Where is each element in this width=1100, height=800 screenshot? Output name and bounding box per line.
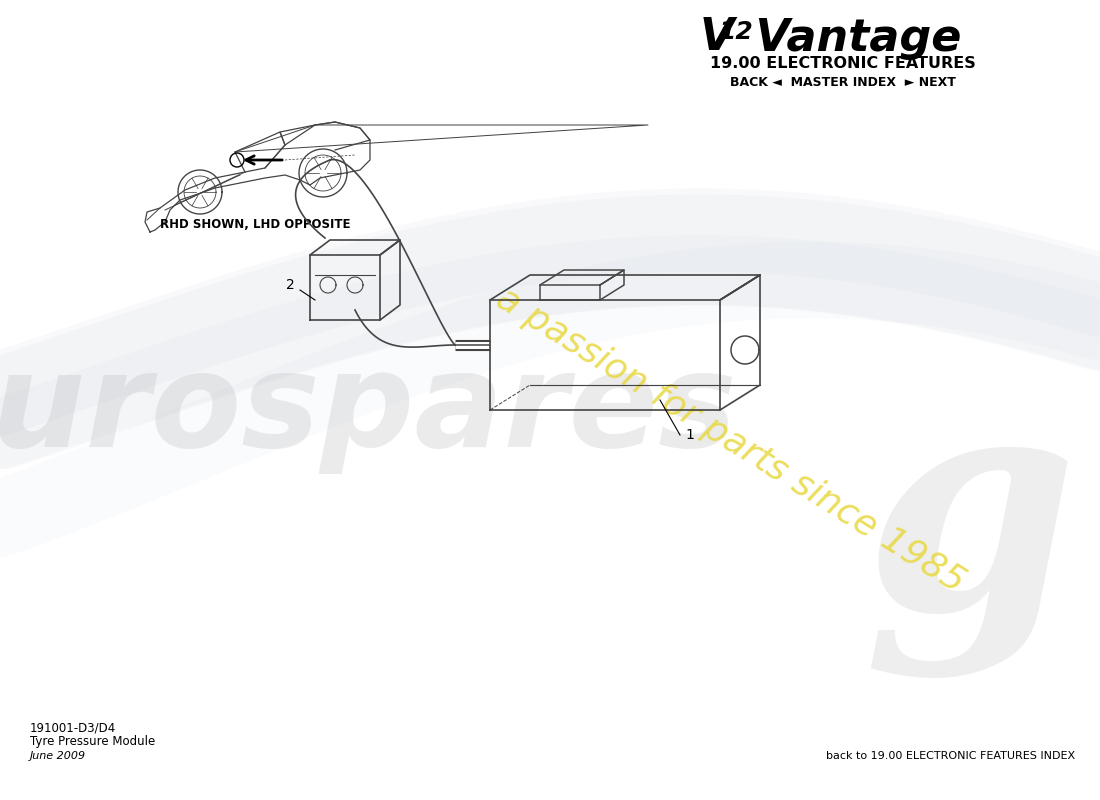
Text: June 2009: June 2009 [30, 751, 86, 761]
Text: RHD SHOWN, LHD OPPOSITE: RHD SHOWN, LHD OPPOSITE [160, 218, 350, 231]
Text: eurospares: eurospares [0, 346, 737, 474]
Text: back to 19.00 ELECTRONIC FEATURES INDEX: back to 19.00 ELECTRONIC FEATURES INDEX [826, 751, 1075, 761]
Text: BACK ◄  MASTER INDEX  ► NEXT: BACK ◄ MASTER INDEX ► NEXT [730, 77, 956, 90]
Text: Vantage: Vantage [740, 17, 961, 59]
Text: 191001-D3/D4: 191001-D3/D4 [30, 722, 117, 734]
Text: 2: 2 [286, 278, 295, 292]
Text: a passion for parts since 1985: a passion for parts since 1985 [490, 281, 970, 599]
Text: V: V [700, 17, 735, 59]
Text: 12: 12 [719, 20, 754, 44]
Text: 19.00 ELECTRONIC FEATURES: 19.00 ELECTRONIC FEATURES [710, 57, 976, 71]
Text: g: g [864, 382, 1077, 678]
Text: Tyre Pressure Module: Tyre Pressure Module [30, 735, 155, 749]
Text: 1: 1 [685, 428, 694, 442]
